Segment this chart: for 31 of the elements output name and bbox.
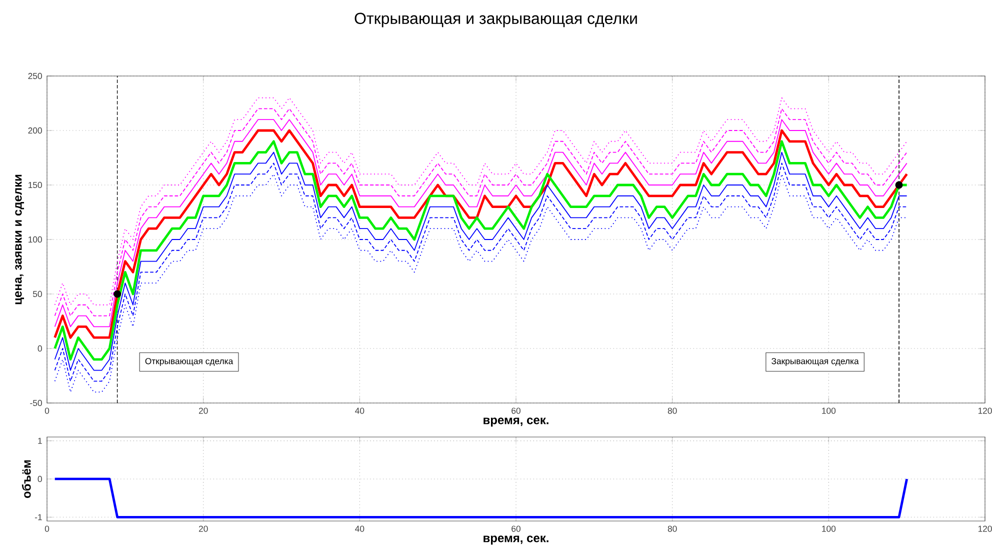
x-tick-label: 100: [822, 526, 836, 532]
y-axis-title: цена, заявки и сделки: [15, 174, 24, 304]
y-tick-label: 50: [33, 290, 42, 298]
x-tick-label: 0: [44, 408, 50, 414]
x-axis-title: время, сек.: [484, 418, 548, 427]
y-tick-label: -1: [34, 514, 42, 520]
y-tick-label: 0: [38, 345, 42, 352]
x-tick-label: 80: [668, 526, 677, 532]
y-tick-label: -50: [30, 400, 42, 406]
x-tick-label: 80: [668, 408, 677, 414]
x-tick-label: 100: [822, 408, 836, 414]
x-tick-label: 40: [355, 526, 364, 532]
chart-title: Открывающая и закрывающая сделки: [354, 12, 637, 28]
x-tick-label: 60: [512, 526, 520, 532]
x-tick-label: 60: [512, 408, 520, 414]
annotation: Открывающая сделка: [145, 358, 234, 366]
x-axis-title: время, сек.: [484, 536, 548, 545]
y-tick-label: 1: [38, 438, 42, 444]
y-tick-label: 200: [28, 127, 42, 134]
y-axis-title: объём: [22, 460, 31, 498]
y-tick-label: 100: [28, 236, 42, 243]
x-tick-label: 20: [198, 408, 208, 414]
x-tick-label: 40: [355, 408, 364, 414]
y-tick-label: 150: [28, 182, 42, 188]
y-tick-label: 0: [38, 476, 42, 482]
x-tick-label: 120: [978, 408, 992, 414]
y-tick-label: 250: [28, 72, 42, 80]
annotation: Закрывающая сделка: [772, 358, 859, 366]
x-tick-label: 120: [978, 526, 992, 532]
x-tick-label: 20: [198, 526, 208, 532]
x-tick-label: 0: [44, 526, 50, 532]
